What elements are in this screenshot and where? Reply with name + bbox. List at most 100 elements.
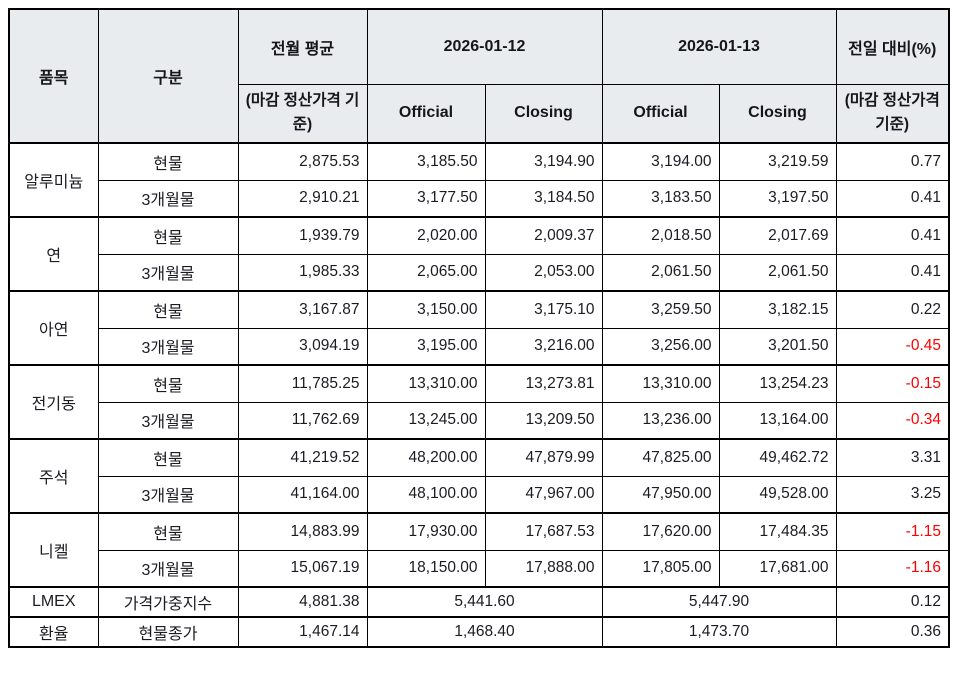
table-row: 주석 현물 41,219.52 48,200.00 47,879.99 47,825.00… — [8, 438, 950, 514]
prev-month-avg-cell: 11,762.69 — [237, 401, 368, 440]
day-over-day-cell: 0.12 — [835, 586, 950, 618]
closing-date1-cell: 3,184.50 — [484, 179, 603, 218]
official-date1-cell: 48,100.00 — [366, 475, 486, 514]
summary-row: 환율 현물종가 1,467.14 1,468.40 1,473.70 0.36 — [8, 616, 950, 648]
category-cell: 3개월물 — [97, 475, 239, 514]
item-cell: 니켈 — [8, 512, 99, 588]
header-row-top: 품목 구분 전월 평균 2026-01-12 2026-01-13 전일 대비(… — [8, 8, 950, 144]
official-date1-cell: 18,150.00 — [366, 549, 486, 588]
prev-month-avg-cell: 1,467.14 — [237, 616, 368, 648]
day-over-day-cell: 0.41 — [835, 216, 950, 255]
official-date1-cell: 48,200.00 — [366, 438, 486, 477]
table-row: 3개월물 1,985.33 2,065.00 2,053.00 2,061.50 2,06… — [9, 253, 950, 292]
table-row: 3개월물 11,762.69 13,245.00 13,209.50 13,236.00… — [9, 401, 950, 440]
closing-date2-cell: 13,254.23 — [718, 364, 837, 403]
category-cell: 현물종가 — [97, 616, 239, 648]
day-over-day-cell: 0.36 — [835, 616, 950, 648]
category-cell: 3개월물 — [97, 401, 239, 440]
table-row: 전기동 현물 11,785.25 13,310.00 13,273.81 13,310.0… — [8, 364, 950, 440]
closing-date1-cell: 3,194.90 — [484, 142, 603, 181]
closing-date2-cell: 3,197.50 — [718, 179, 837, 218]
prev-month-avg-cell: 41,164.00 — [237, 475, 368, 514]
category-cell: 현물 — [97, 142, 239, 181]
table-row: 3개월물 41,164.00 48,100.00 47,967.00 47,950.00… — [9, 475, 950, 514]
closing-date1-cell: 13,209.50 — [484, 401, 603, 440]
table-row: 알루미늄 현물 2,875.53 3,185.50 3,194.90 3,194.00 3,… — [8, 142, 950, 218]
header-closing-date1: Closing — [484, 83, 603, 144]
official-date1-cell: 2,065.00 — [366, 253, 486, 292]
prev-month-avg-cell: 3,167.87 — [237, 290, 368, 329]
official-date1-cell: 13,245.00 — [366, 401, 486, 440]
day-over-day-cell: -1.15 — [835, 512, 950, 551]
table-body: 알루미늄 현물 2,875.53 3,185.50 3,194.90 3,194.00 3,… — [8, 142, 950, 648]
summary-row: LMEX 가격가중지수 4,881.38 5,441.60 5,447.90 0.12 — [8, 586, 950, 618]
table-row: 3개월물 15,067.19 18,150.00 17,888.00 17,805.00… — [9, 549, 950, 588]
closing-date2-cell: 17,681.00 — [718, 549, 837, 588]
official-date2-cell: 2,061.50 — [601, 253, 720, 292]
prev-month-avg-cell: 4,881.38 — [237, 586, 368, 618]
closing-date1-cell: 17,687.53 — [484, 512, 603, 551]
prev-month-avg-cell: 1,939.79 — [237, 216, 368, 255]
day-over-day-cell: 3.25 — [835, 475, 950, 514]
prev-month-avg-cell: 2,875.53 — [237, 142, 368, 181]
item-cell: 전기동 — [8, 364, 99, 440]
prev-month-avg-cell: 14,883.99 — [237, 512, 368, 551]
prev-month-avg-cell: 41,219.52 — [237, 438, 368, 477]
closing-date2-cell: 3,219.59 — [718, 142, 837, 181]
official-date1-cell: 3,185.50 — [366, 142, 486, 181]
official-date2-cell: 13,236.00 — [601, 401, 720, 440]
item-cell: 연 — [8, 216, 99, 292]
closing-date2-cell: 17,484.35 — [718, 512, 837, 551]
official-date2-cell: 3,259.50 — [601, 290, 720, 329]
date1-merged-cell: 5,441.60 — [366, 586, 603, 618]
day-over-day-cell: -1.16 — [835, 549, 950, 588]
header-day-over-day-note: (마감 정산가격 기준) — [835, 83, 950, 144]
item-cell: 환율 — [8, 616, 99, 648]
official-date2-cell: 47,950.00 — [601, 475, 720, 514]
category-cell: 현물 — [97, 364, 239, 403]
date2-merged-cell: 1,473.70 — [601, 616, 837, 648]
table-row: 아연 현물 3,167.87 3,150.00 3,175.10 3,259.50 3,18… — [8, 290, 950, 366]
closing-date2-cell: 13,164.00 — [718, 401, 837, 440]
table-row: 3개월물 3,094.19 3,195.00 3,216.00 3,256.00 3,20… — [9, 327, 950, 366]
header-official-date1: Official — [366, 83, 486, 144]
closing-date1-cell: 47,879.99 — [484, 438, 603, 477]
header-category: 구분 — [97, 8, 239, 144]
item-cell: 아연 — [8, 290, 99, 366]
closing-date1-cell: 2,053.00 — [484, 253, 603, 292]
header-date2: 2026-01-13 — [601, 8, 837, 85]
official-date2-cell: 3,183.50 — [601, 179, 720, 218]
category-cell: 현물 — [97, 290, 239, 329]
header-official-date2: Official — [601, 83, 720, 144]
prev-month-avg-cell: 11,785.25 — [237, 364, 368, 403]
header-day-over-day: 전일 대비(%) — [835, 8, 950, 85]
day-over-day-cell: -0.45 — [835, 327, 950, 366]
official-date1-cell: 3,150.00 — [366, 290, 486, 329]
date2-merged-cell: 5,447.90 — [601, 586, 837, 618]
official-date1-cell: 3,177.50 — [366, 179, 486, 218]
item-cell: 주석 — [8, 438, 99, 514]
header-prev-month-avg-note: (마감 정산가격 기준) — [237, 83, 368, 144]
closing-date1-cell: 47,967.00 — [484, 475, 603, 514]
closing-date2-cell: 3,201.50 — [718, 327, 837, 366]
prev-month-avg-cell: 3,094.19 — [237, 327, 368, 366]
closing-date1-cell: 3,216.00 — [484, 327, 603, 366]
official-date2-cell: 17,805.00 — [601, 549, 720, 588]
header-date1: 2026-01-12 — [366, 8, 603, 85]
official-date2-cell: 3,256.00 — [601, 327, 720, 366]
official-date2-cell: 3,194.00 — [601, 142, 720, 181]
official-date2-cell: 2,018.50 — [601, 216, 720, 255]
official-date2-cell: 47,825.00 — [601, 438, 720, 477]
table-row: 니켈 현물 14,883.99 17,930.00 17,687.53 17,620.00… — [8, 512, 950, 588]
table-row: 3개월물 2,910.21 3,177.50 3,184.50 3,183.50 3,19… — [9, 179, 950, 218]
closing-date2-cell: 49,528.00 — [718, 475, 837, 514]
category-cell: 현물 — [97, 216, 239, 255]
date1-merged-cell: 1,468.40 — [366, 616, 603, 648]
item-cell: LMEX — [8, 586, 99, 618]
prev-month-avg-cell: 15,067.19 — [237, 549, 368, 588]
prev-month-avg-cell: 1,985.33 — [237, 253, 368, 292]
closing-date2-cell: 49,462.72 — [718, 438, 837, 477]
day-over-day-cell: 3.31 — [835, 438, 950, 477]
category-cell: 현물 — [97, 512, 239, 551]
official-date1-cell: 13,310.00 — [366, 364, 486, 403]
